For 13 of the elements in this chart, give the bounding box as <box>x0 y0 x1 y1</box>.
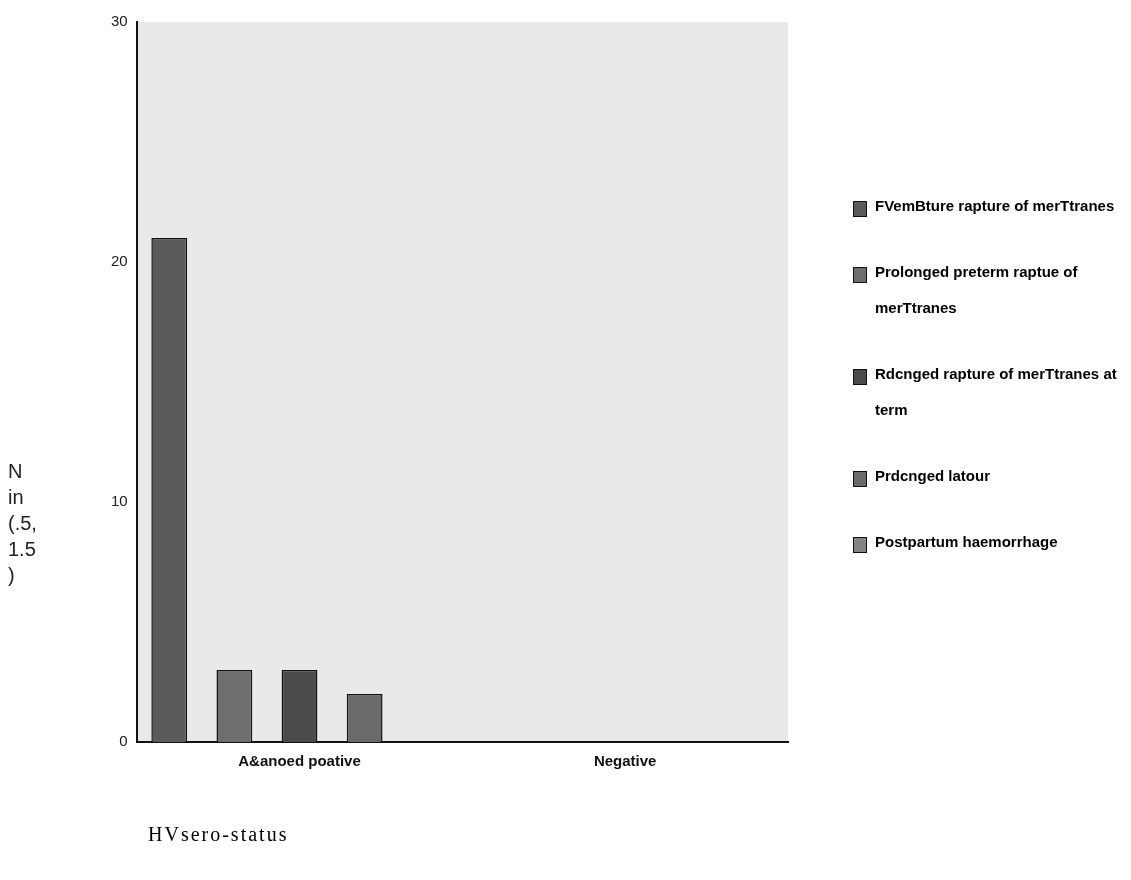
x-tick-label: Negative <box>593 752 657 770</box>
y-tick-label: 10 <box>111 492 128 510</box>
y-axis-title: N in (.5, 1.5 ) <box>8 459 37 588</box>
y-tick-label: 20 <box>111 252 128 270</box>
legend-label: Postpartum haemorrhage <box>875 532 1058 552</box>
y-tick-label: 30 <box>111 12 128 30</box>
legend-label: FVemBture rapture of merTtranes <box>875 196 1115 216</box>
text: Prolonged preterm raptue of merTtranes <box>875 263 1078 316</box>
x-tick-label: A&anoed poative <box>238 752 361 770</box>
legend-label: Prdcnged latour <box>875 466 991 486</box>
x-axis-title: HVsero-status <box>148 823 289 846</box>
y-tick-label: 0 <box>119 732 128 750</box>
text: Rdcnged rapture of merTtranes at term <box>875 365 1117 418</box>
